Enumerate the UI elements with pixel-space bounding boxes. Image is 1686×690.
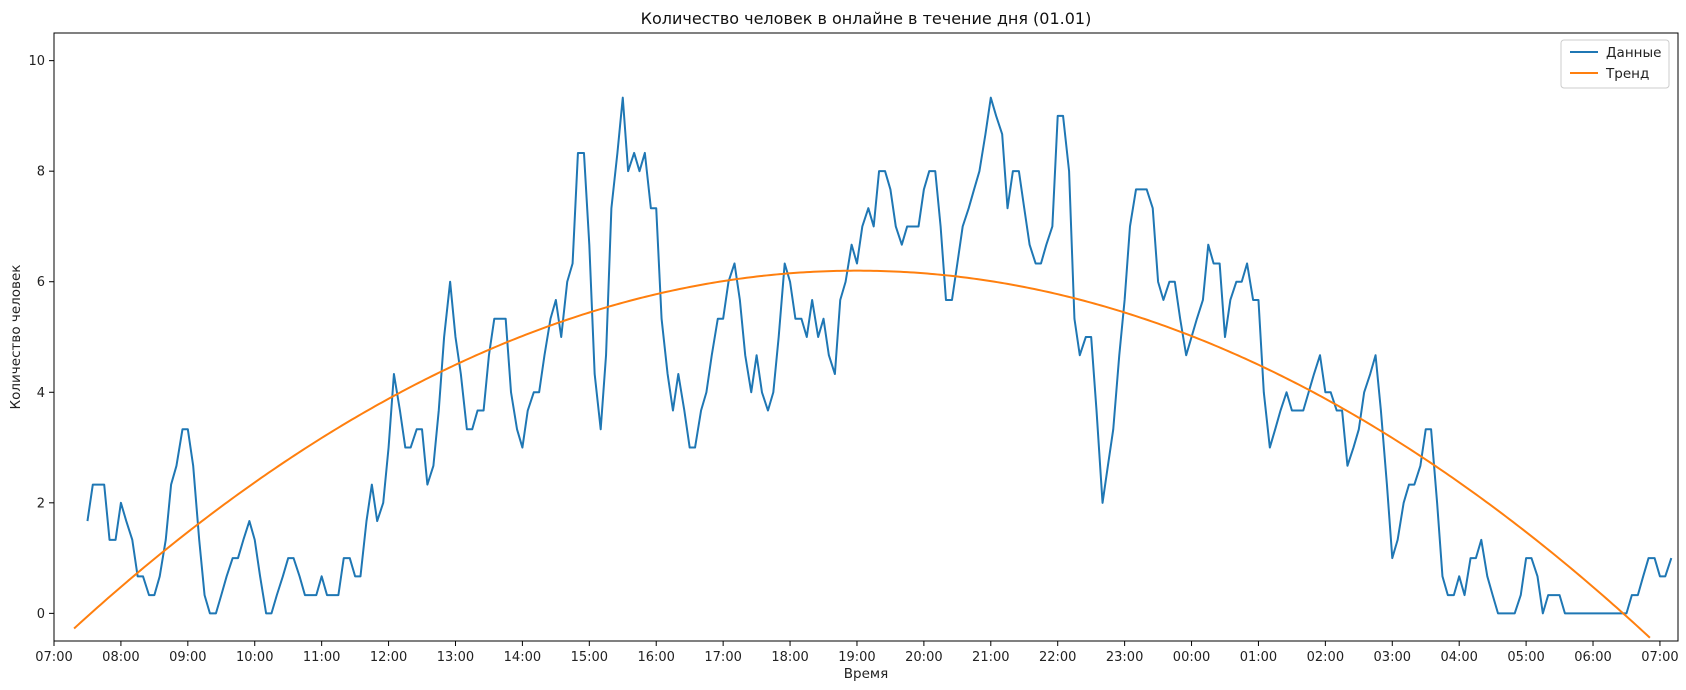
y-axis: 0 2 4 6 8 10 [28,54,54,622]
y-tick-label: 8 [37,165,45,180]
x-tick-label: 21:00 [972,650,1009,665]
plot-frame [53,32,1679,642]
y-tick-label: 10 [28,54,45,69]
x-tick-label: 05:00 [1507,650,1544,665]
x-tick-label: 12:00 [370,650,407,665]
series-line-data [86,96,1673,615]
x-axis-label: Время [844,666,888,682]
y-tick-label: 6 [37,275,45,290]
x-tick-label: 14:00 [504,650,541,665]
y-tick-label: 0 [37,607,45,622]
chart-title: Количество человек в онлайне в течение д… [641,9,1092,28]
y-axis-label: Количество человек [8,265,24,410]
x-tick-label: 06:00 [1574,650,1611,665]
y-tick-label: 2 [37,496,45,511]
x-tick-label: 09:00 [169,650,206,665]
x-tick-label: 17:00 [704,650,741,665]
x-tick-label: 10:00 [236,650,273,665]
x-tick-label: 03:00 [1374,650,1411,665]
x-tick-label: 19:00 [838,650,875,665]
legend: Данные Тренд [1560,39,1670,89]
x-tick-label: 22:00 [1039,650,1076,665]
plot-area [53,32,1679,642]
legend-label-trend: Тренд [1605,66,1649,82]
x-tick-label: 02:00 [1307,650,1344,665]
x-tick-label: 07:00 [1641,650,1678,665]
legend-label-data: Данные [1606,45,1661,61]
x-tick-label: 15:00 [571,650,608,665]
x-tick-label: 20:00 [905,650,942,665]
y-tick-label: 4 [37,386,45,401]
x-axis: 07:00 08:00 09:00 10:00 11:00 12:00 13:00 14:00… [35,641,1679,665]
series-layer [73,96,1673,639]
x-tick-label: 01:00 [1240,650,1277,665]
x-tick-label: 04:00 [1440,650,1477,665]
x-tick-label: 16:00 [637,650,674,665]
x-tick-label: 08:00 [102,650,139,665]
x-tick-label: 13:00 [437,650,474,665]
x-tick-label: 18:00 [771,650,808,665]
x-tick-label: 11:00 [303,650,340,665]
x-tick-label: 23:00 [1106,650,1143,665]
x-tick-label: 07:00 [35,650,72,665]
x-tick-label: 00:00 [1173,650,1210,665]
series-line-trend [73,269,1651,639]
